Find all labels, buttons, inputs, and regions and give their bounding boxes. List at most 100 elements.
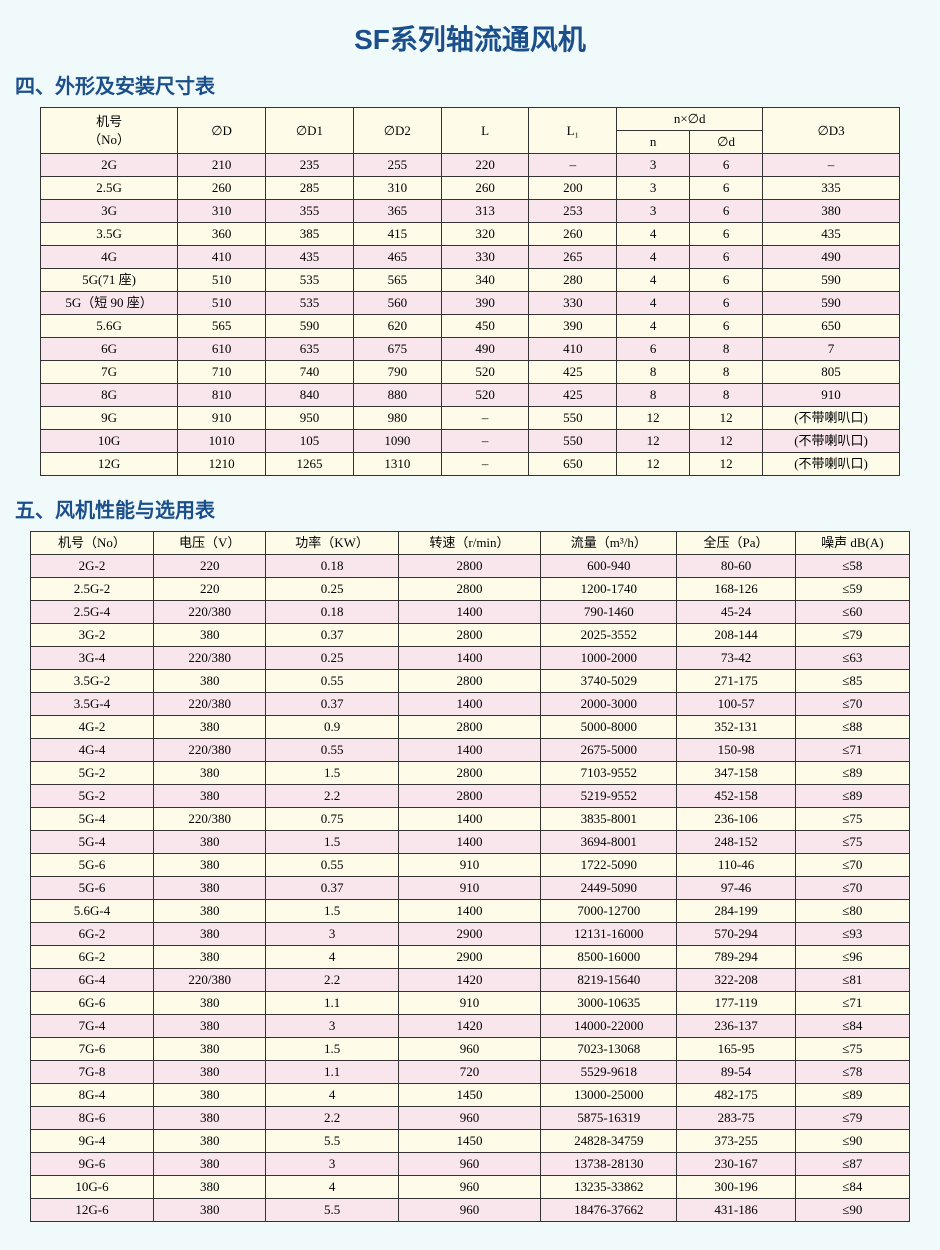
cell: 2.5G-4 xyxy=(31,601,154,624)
cell: 5.6G xyxy=(41,315,178,338)
cell: 265 xyxy=(529,246,617,269)
table-row: 9G-43805.5145024828-34759373-255≤90 xyxy=(31,1130,910,1153)
cell: 6 xyxy=(690,292,763,315)
cell: 12 xyxy=(617,430,690,453)
cell: 450 xyxy=(441,315,529,338)
cell: (不带喇叭口) xyxy=(763,453,900,476)
cell: ≤87 xyxy=(795,1153,909,1176)
cell: 8 xyxy=(617,384,690,407)
cell: 960 xyxy=(398,1153,541,1176)
cell: 789-294 xyxy=(677,946,795,969)
section-4-title: 四、外形及安装尺寸表 xyxy=(15,70,925,99)
cell: 4 xyxy=(266,946,398,969)
cell: 6 xyxy=(690,269,763,292)
table-row: 10G-6380496013235-33862300-196≤84 xyxy=(31,1176,910,1199)
cell: 10G xyxy=(41,430,178,453)
cell: ≤60 xyxy=(795,601,909,624)
cell: 1722-5090 xyxy=(541,854,677,877)
cell: 510 xyxy=(178,269,266,292)
table-row: 6G-63801.19103000-10635177-119≤71 xyxy=(31,992,910,1015)
cell: 5G-6 xyxy=(31,877,154,900)
cell: 380 xyxy=(153,877,266,900)
cell: 2800 xyxy=(398,555,541,578)
table-row: 3G-4220/3800.2514001000-200073-42≤63 xyxy=(31,647,910,670)
performance-table: 机号（No）电压（V）功率（KW）转速（r/min）流量（m³/h）全压（Pa）… xyxy=(30,531,910,1222)
cell: 520 xyxy=(441,361,529,384)
cell: 165-95 xyxy=(677,1038,795,1061)
cell: ≤84 xyxy=(795,1176,909,1199)
cell: 2.2 xyxy=(266,969,398,992)
cell: ≤85 xyxy=(795,670,909,693)
cell: 0.55 xyxy=(266,854,398,877)
cell: 880 xyxy=(353,384,441,407)
cell: 810 xyxy=(178,384,266,407)
cell: 313 xyxy=(441,200,529,223)
cell: 255 xyxy=(353,154,441,177)
cell: 89-54 xyxy=(677,1061,795,1084)
cell: 3G-2 xyxy=(31,624,154,647)
cell: ≤89 xyxy=(795,1084,909,1107)
cell: 385 xyxy=(266,223,354,246)
cell: 2.2 xyxy=(266,1107,398,1130)
cell: 3.5G-4 xyxy=(31,693,154,716)
cell: 10G-6 xyxy=(31,1176,154,1199)
table-row: 3G31035536531325336380 xyxy=(41,200,900,223)
table-row: 2.5G-22200.2528001200-1740168-126≤59 xyxy=(31,578,910,601)
cell: 1.1 xyxy=(266,992,398,1015)
cell: 490 xyxy=(763,246,900,269)
cell: 4 xyxy=(617,292,690,315)
cell: 910 xyxy=(763,384,900,407)
cell: 2800 xyxy=(398,716,541,739)
cell: ≤78 xyxy=(795,1061,909,1084)
cell: 1.5 xyxy=(266,762,398,785)
th-d3: ∅D3 xyxy=(763,108,900,154)
cell: – xyxy=(441,453,529,476)
cell: 2025-3552 xyxy=(541,624,677,647)
cell: 1200-1740 xyxy=(541,578,677,601)
cell: ≤80 xyxy=(795,900,909,923)
cell: 177-119 xyxy=(677,992,795,1015)
cell: 1265 xyxy=(266,453,354,476)
cell: 1400 xyxy=(398,647,541,670)
cell: 1400 xyxy=(398,601,541,624)
cell: 97-46 xyxy=(677,877,795,900)
cell: 73-42 xyxy=(677,647,795,670)
cell: 5G-2 xyxy=(31,762,154,785)
cell: 360 xyxy=(178,223,266,246)
cell: 510 xyxy=(178,292,266,315)
cell: 431-186 xyxy=(677,1199,795,1222)
cell: 650 xyxy=(763,315,900,338)
cell: 425 xyxy=(529,384,617,407)
cell: 3 xyxy=(617,200,690,223)
table-row: 6G-2380429008500-16000789-294≤96 xyxy=(31,946,910,969)
cell: ≤96 xyxy=(795,946,909,969)
cell: ≤75 xyxy=(795,1038,909,1061)
cell: 565 xyxy=(353,269,441,292)
cell: 8 xyxy=(690,361,763,384)
cell: 380 xyxy=(153,1130,266,1153)
cell: 960 xyxy=(398,1176,541,1199)
cell: 1010 xyxy=(178,430,266,453)
table-row: 3.5G36038541532026046435 xyxy=(41,223,900,246)
cell: 6 xyxy=(690,223,763,246)
cell: 380 xyxy=(153,1015,266,1038)
cell: ≤58 xyxy=(795,555,909,578)
cell: 2.5G-2 xyxy=(31,578,154,601)
cell: 253 xyxy=(529,200,617,223)
table-row: 8G81084088052042588910 xyxy=(41,384,900,407)
cell: 3740-5029 xyxy=(541,670,677,693)
cell: 380 xyxy=(153,831,266,854)
cell: 320 xyxy=(441,223,529,246)
th-l1: L₁ xyxy=(529,108,617,154)
cell: ≤79 xyxy=(795,1107,909,1130)
cell: 355 xyxy=(266,200,354,223)
cell: 6 xyxy=(690,154,763,177)
cell: 675 xyxy=(353,338,441,361)
cell: 300-196 xyxy=(677,1176,795,1199)
cell: 2.5G xyxy=(41,177,178,200)
cell: 0.37 xyxy=(266,877,398,900)
table-row: 5G-23802.228005219-9552452-158≤89 xyxy=(31,785,910,808)
cell: 590 xyxy=(763,292,900,315)
table-row: 7G71074079052042588805 xyxy=(41,361,900,384)
cell: 9G-4 xyxy=(31,1130,154,1153)
